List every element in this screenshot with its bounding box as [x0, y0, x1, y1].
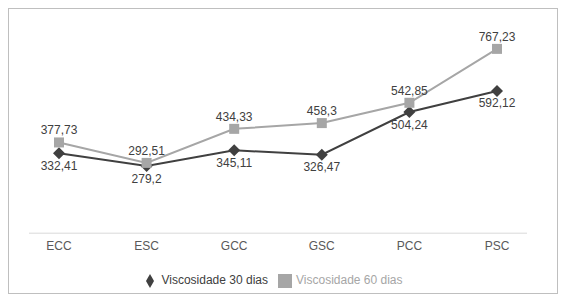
svg-text:592,12: 592,12 [479, 96, 516, 110]
svg-text:458,3: 458,3 [307, 104, 337, 118]
html-text:Viscosidade 60 dias: Viscosidade 60 dias [296, 273, 403, 288]
svg-text:ESC: ESC [134, 239, 159, 253]
svg-text:504,24: 504,24 [391, 118, 428, 132]
svg-text:377,73: 377,73 [41, 123, 78, 137]
svg-text:PCC: PCC [397, 239, 423, 253]
svg-text:279,2: 279,2 [132, 172, 162, 186]
svg-text:542,85: 542,85 [391, 84, 428, 98]
html-text:Viscosidade 30 dias: Viscosidade 30 dias [161, 273, 268, 288]
svg-text:332,41: 332,41 [41, 159, 78, 173]
svg-text:PSC: PSC [485, 239, 510, 253]
svg-text:292,51: 292,51 [128, 144, 165, 158]
svg-text:326,47: 326,47 [303, 160, 340, 174]
svg-text:434,33: 434,33 [216, 110, 253, 124]
svg-text:GSC: GSC [309, 239, 335, 253]
svg-text:GCC: GCC [221, 239, 248, 253]
svg-text:345,11: 345,11 [216, 156, 252, 170]
svg-text:ECC: ECC [46, 239, 72, 253]
svg-text:767,23: 767,23 [479, 30, 516, 44]
